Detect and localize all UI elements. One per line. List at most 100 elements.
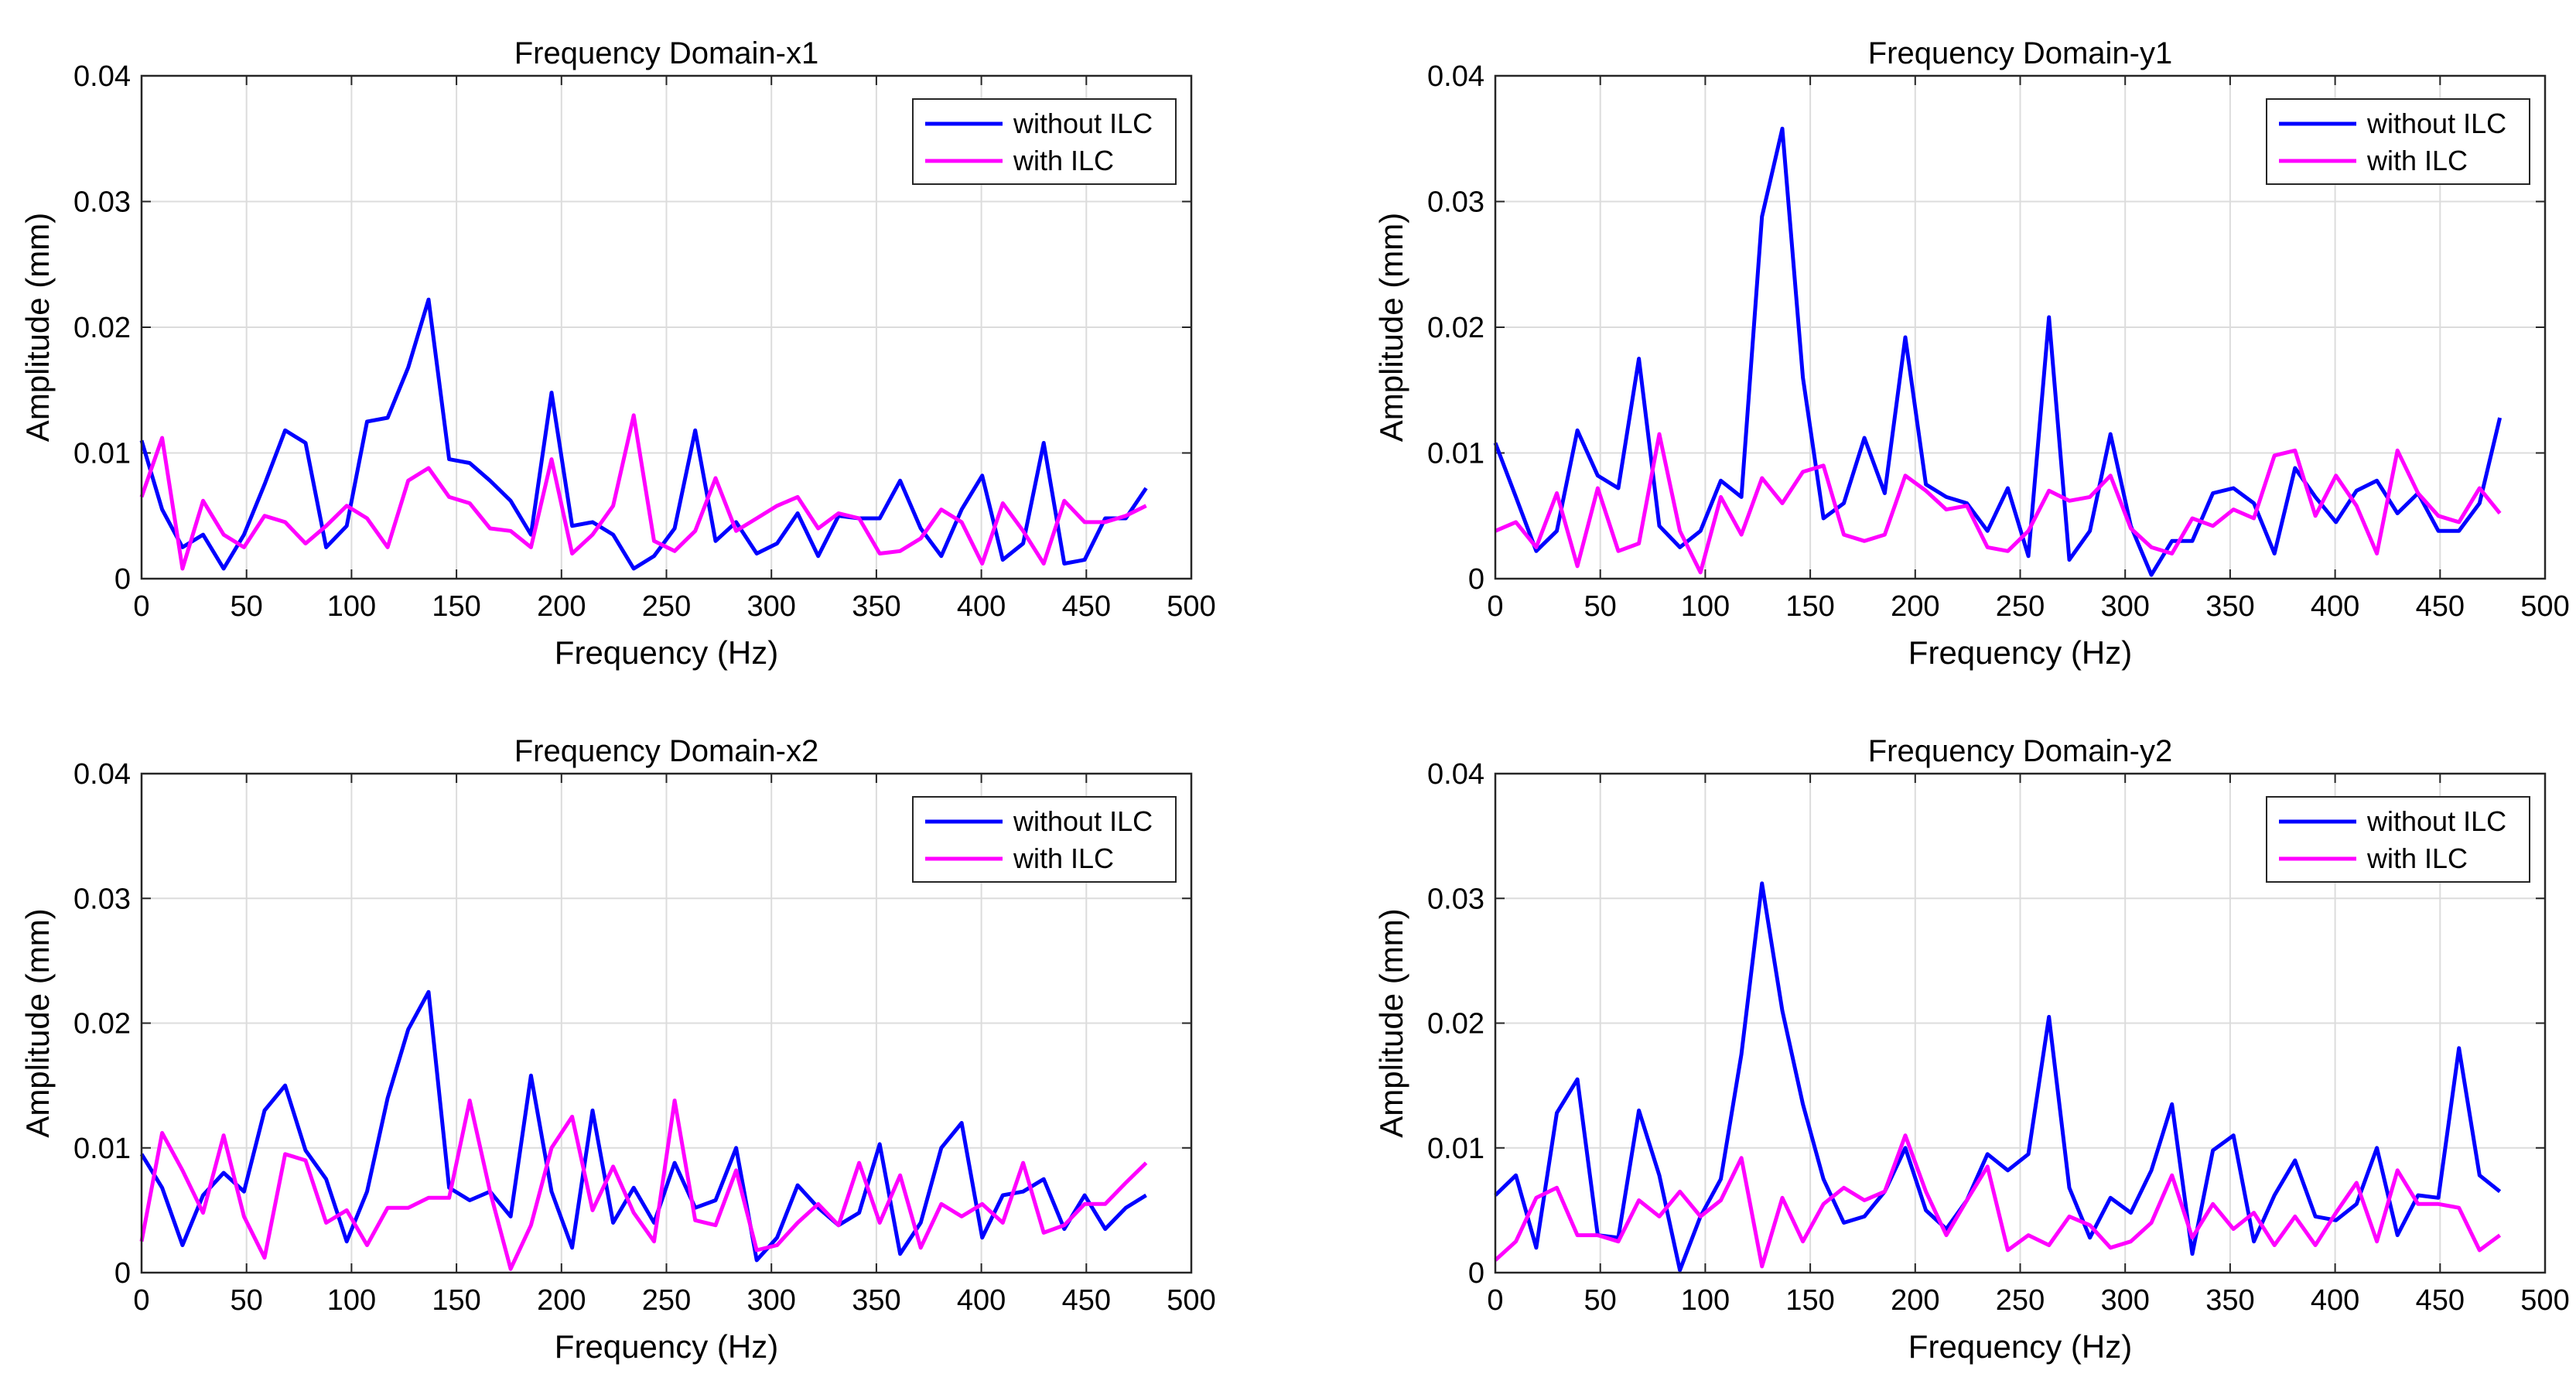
y-tick-label: 0.04 [1427,60,1484,93]
x-tick-label: 100 [1681,590,1730,623]
x-tick-label: 500 [2520,590,2569,623]
series-line-with-ilc [1494,1133,2502,1269]
y-tick-label: 0.02 [1427,312,1484,344]
chart-panel-4: 0 50 100 150 200 250 300 350 400 450 500 0 0.01 0.02 0… [1373,734,2570,1365]
x-axis-label: Frequency (Hz) [1908,634,2132,671]
x-tick-label: 50 [1584,1284,1617,1317]
x-tick-label: 150 [1785,1284,1834,1317]
y-tick-label: 0.03 [1427,883,1484,915]
y-tick-label: 0.03 [1427,186,1484,219]
x-tick-label: 0 [1487,1284,1503,1317]
y-axis-label: Amplitude (mm) [1373,213,1409,442]
x-tick-label: 100 [327,590,376,623]
y-axis-label: Amplitude (mm) [19,213,56,442]
x-tick-label: 150 [432,590,480,623]
x-tick-label: 0 [133,1284,149,1317]
legend-box [2266,98,2530,185]
y-axis-label: Amplitude (mm) [1373,908,1409,1137]
x-tick-label: 100 [1681,1284,1730,1317]
x-tick-label: 50 [1584,590,1617,623]
x-tick-label: 250 [642,1284,691,1317]
y-tick-label: 0.04 [1427,758,1484,791]
y-axis-label: Amplitude (mm) [19,908,56,1137]
x-tick-label: 450 [1062,1284,1111,1317]
axes-box [1494,74,2547,580]
y-tick-label: 0.02 [73,312,131,344]
y-tick-label: 0 [114,563,131,596]
series-line-with-ilc [139,1099,1148,1271]
x-tick-label: 350 [2205,590,2254,623]
y-tick-label: 0.01 [1427,1133,1484,1165]
x-axis-label: Frequency (Hz) [1908,1328,2132,1365]
series-line-without-ilc [1493,126,2503,577]
chart-title: Frequency Domain-x2 [514,734,819,768]
chart-title: Frequency Domain-y1 [1868,36,2173,70]
chart-panel-1: 0 50 100 150 200 250 300 350 400 450 500 0 0.01 0.02 0… [19,36,1216,671]
x-tick-label: 400 [957,590,1006,623]
y-tick-label: 0 [114,1257,131,1290]
axes-box [140,772,1193,1274]
x-tick-label: 500 [1167,1284,1215,1317]
legend-label: without ILC [2366,108,2506,139]
x-tick-label: 350 [852,1284,900,1317]
legend-box [2266,796,2530,883]
y-tick-label: 0.03 [73,883,131,915]
x-tick-label: 50 [231,1284,263,1317]
x-tick-label: 300 [2100,590,2149,623]
x-tick-label: 350 [852,590,900,623]
y-tick-label: 0.03 [73,186,131,219]
y-tick-label: 0.02 [73,1008,131,1041]
legend-box [912,98,1177,185]
chart-panel-3: 0 50 100 150 200 250 300 350 400 450 500 0 0.01 0.02 0… [19,734,1216,1365]
y-tick-label: 0 [1468,563,1484,596]
x-tick-label: 200 [1891,1284,1939,1317]
x-tick-label: 300 [746,590,795,623]
y-tick-label: 0.01 [73,438,131,470]
y-tick-label: 0.04 [73,758,131,791]
x-tick-label: 400 [2311,1284,2359,1317]
legend-label: without ILC [1013,805,1153,837]
legend-label: with ILC [1013,842,1114,874]
x-axis-label: Frequency (Hz) [555,634,778,671]
x-tick-label: 150 [1785,590,1834,623]
y-tick-label: 0.02 [1427,1008,1484,1041]
axes-box [140,74,1193,580]
x-tick-label: 400 [2311,590,2359,623]
axes-box [1494,772,2547,1274]
series-line-without-ilc [139,297,1148,571]
x-tick-label: 200 [537,590,586,623]
series-line-with-ilc [1495,432,2502,575]
x-tick-label: 500 [1167,590,1215,623]
x-axis-label: Frequency (Hz) [555,1328,778,1365]
x-tick-label: 250 [1996,1284,2045,1317]
x-tick-label: 350 [2205,1284,2254,1317]
series-line-without-ilc [139,989,1147,1263]
x-tick-label: 450 [1062,590,1111,623]
legend-box [912,796,1177,883]
legend: without ILC with ILC [912,98,1177,185]
y-tick-label: 0.01 [73,1133,131,1165]
x-tick-label: 100 [327,1284,376,1317]
legend-label: with ILC [2366,842,2468,874]
x-tick-label: 400 [957,1284,1006,1317]
legend-label: with ILC [1013,145,1114,176]
x-tick-label: 200 [537,1284,586,1317]
x-tick-label: 250 [1996,590,2045,623]
legend-label: without ILC [2366,805,2506,837]
x-tick-label: 150 [432,1284,480,1317]
series-line-with-ilc [139,413,1147,571]
x-tick-label: 0 [133,590,149,623]
y-tick-label: 0 [1468,1257,1484,1290]
x-tick-label: 450 [2416,590,2465,623]
x-tick-label: 250 [642,590,691,623]
legend: without ILC with ILC [2266,796,2530,883]
legend: without ILC with ILC [912,796,1177,883]
x-tick-label: 0 [1487,590,1503,623]
chart-title: Frequency Domain-y2 [1868,734,2173,768]
y-tick-label: 0.04 [73,60,131,93]
legend-label: without ILC [1013,108,1153,139]
chart-title: Frequency Domain-x1 [514,36,819,70]
x-tick-label: 200 [1891,590,1939,623]
y-tick-label: 0.01 [1427,438,1484,470]
